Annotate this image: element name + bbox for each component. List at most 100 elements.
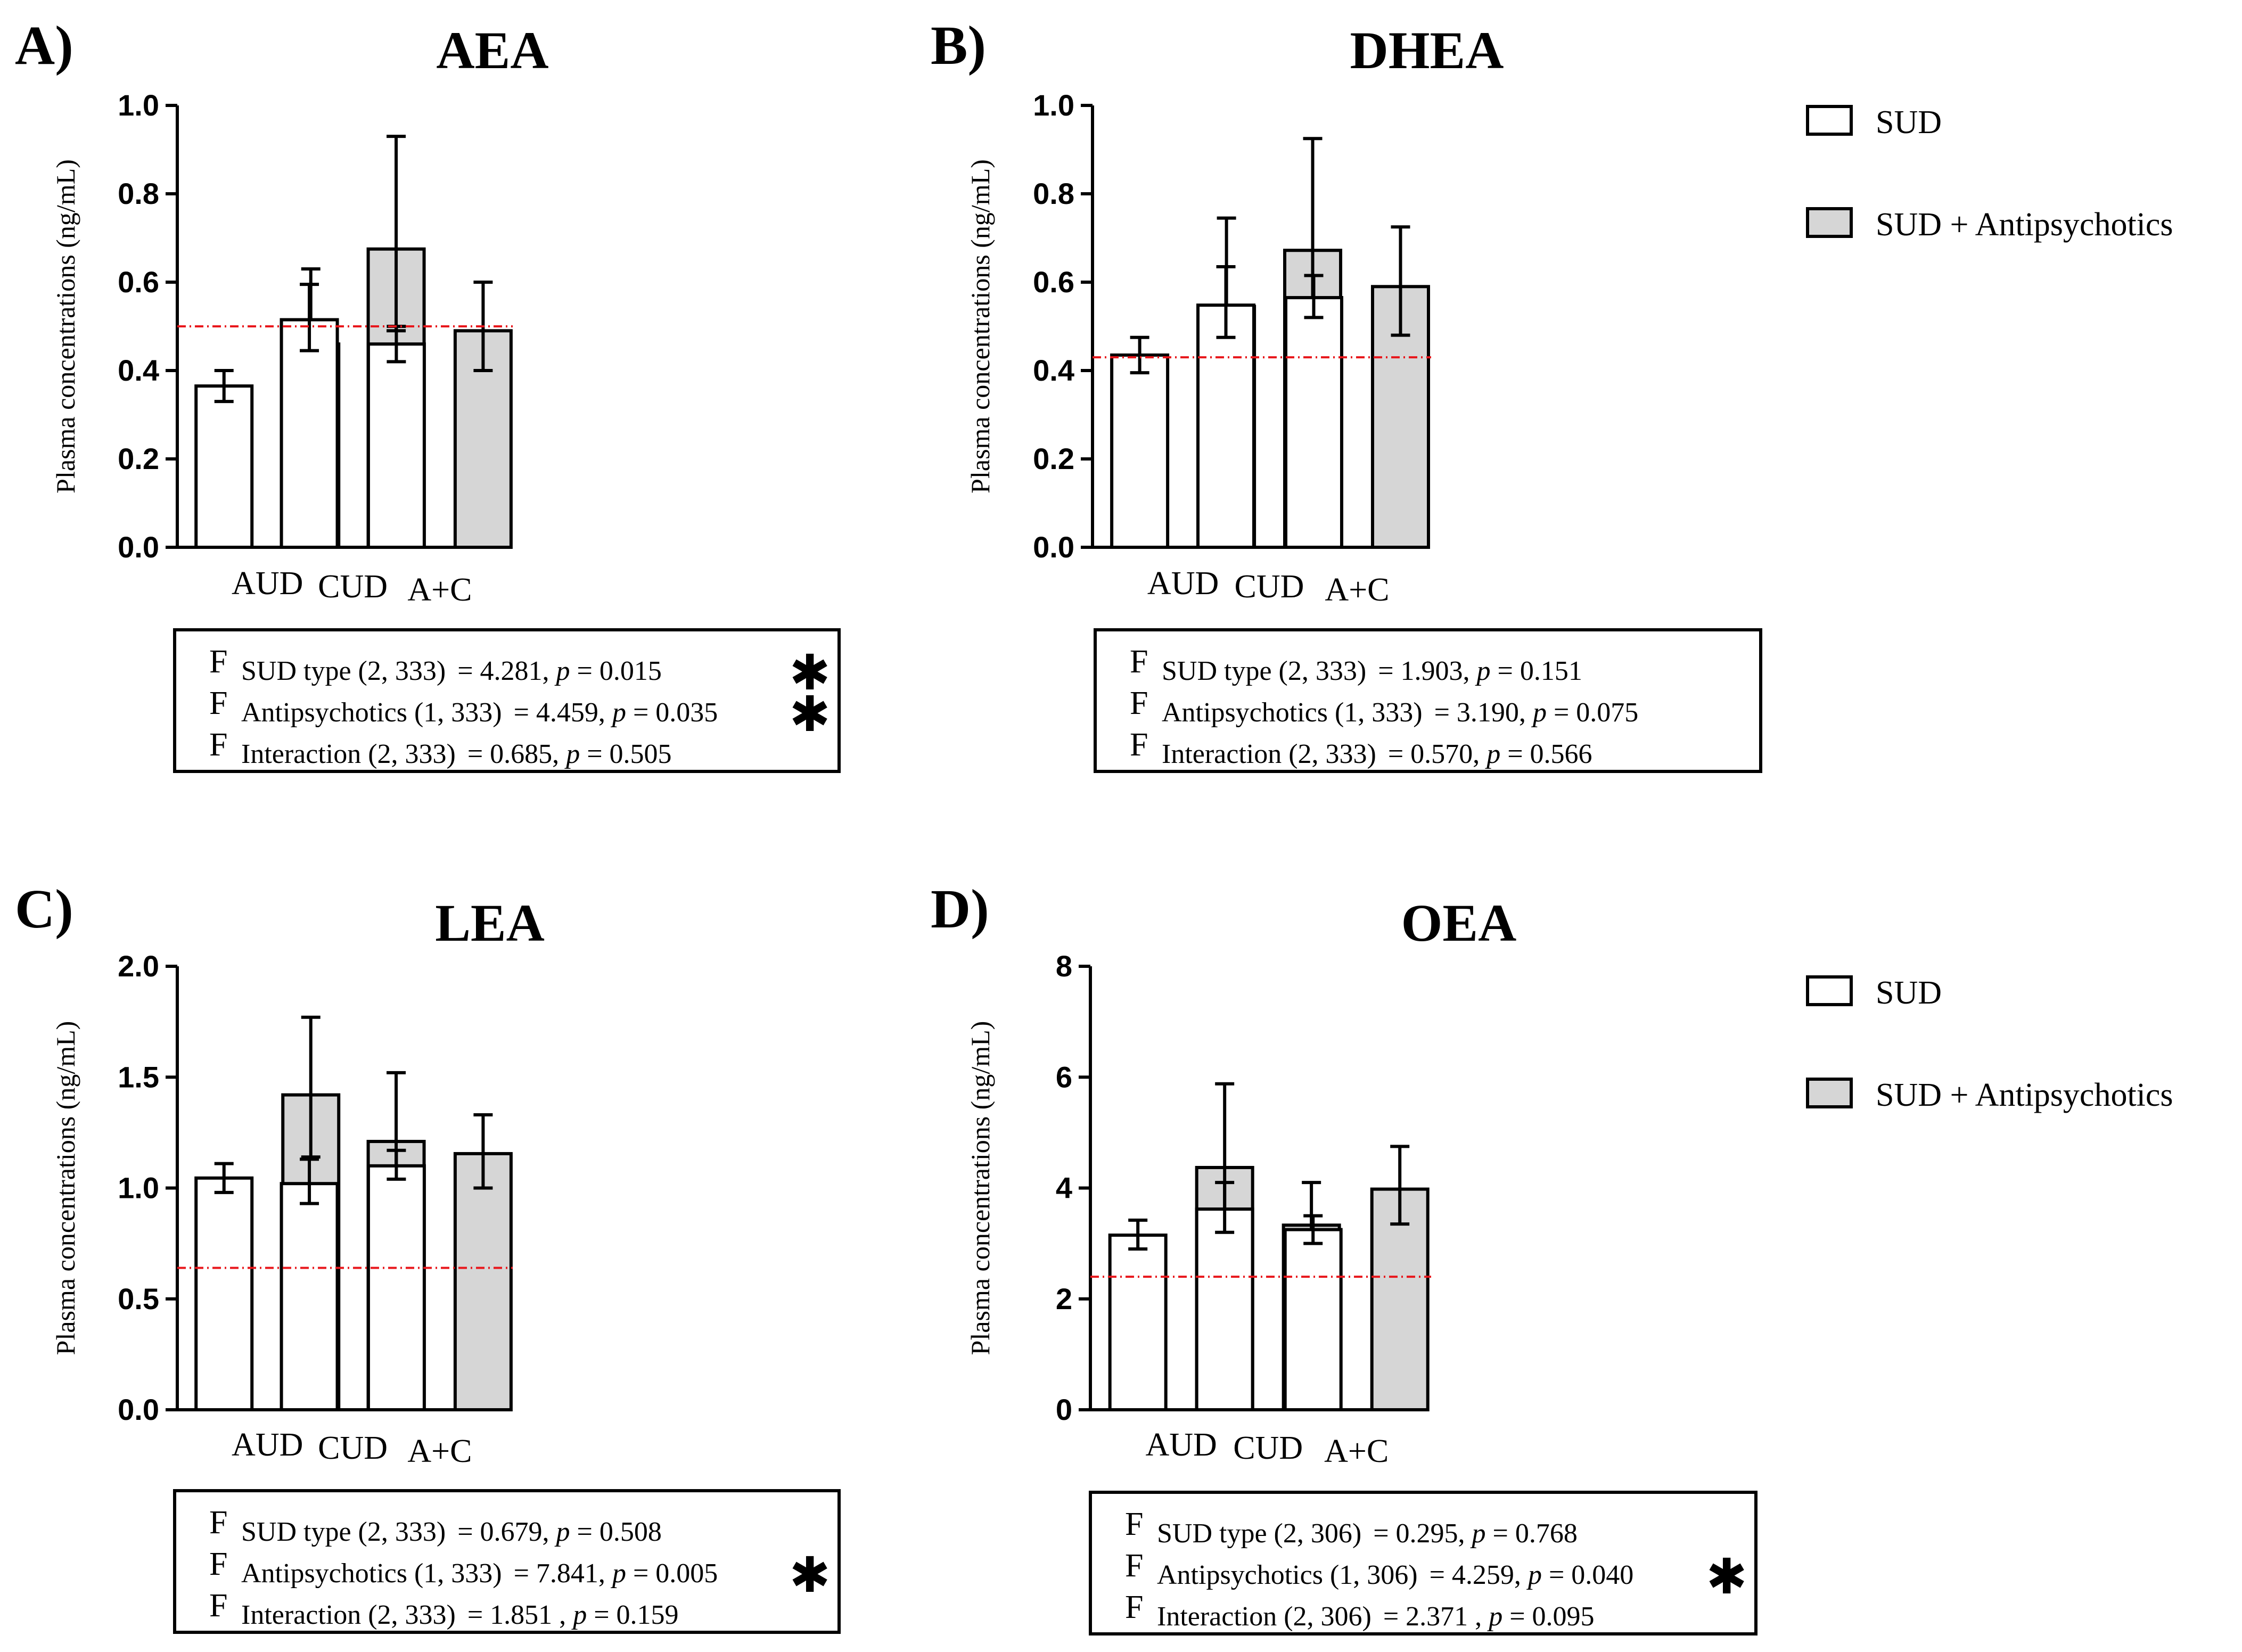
stat-value: = 2.371 , (1383, 1601, 1489, 1632)
bar-cud-sud (1196, 303, 1256, 549)
legend-label: SUD + Antipsychotics (1876, 207, 2173, 243)
stat-pval: = 0.035 (626, 697, 718, 728)
panel-letter: D) (931, 878, 989, 940)
stat-value: = 7.841, (514, 1558, 612, 1589)
bar-acc-sud (1283, 1228, 1343, 1411)
bar-cud-sud (280, 318, 339, 549)
bar-cud-sud (1195, 1207, 1254, 1411)
stat-label: SUD type (2, 333) (241, 1517, 446, 1547)
y-tick-label: 8 (1056, 949, 1072, 983)
panel-letter: A) (15, 15, 73, 76)
y-tick-label: 0 (1056, 1393, 1072, 1426)
stat-p: p (610, 1558, 626, 1589)
stat-pval: = 0.151 (1491, 656, 1582, 686)
stat-value: = 1.903, (1378, 656, 1476, 686)
category-label: CUD (1235, 569, 1304, 605)
legend-label: SUD (1876, 104, 1942, 141)
stat-pval: = 0.159 (587, 1600, 678, 1630)
panel-oea: D) OEA Plasma concentrations (ng/mL) 0 2 4 6 8 A… (931, 878, 1758, 1635)
stats-box (1094, 628, 1762, 773)
stat-p: p (610, 697, 626, 728)
stats-box (1089, 1491, 1758, 1635)
stat-label: Interaction (2, 333) (1162, 739, 1376, 769)
y-tick-label: 0.8 (1033, 177, 1074, 210)
stat-pval: = 0.566 (1500, 739, 1592, 769)
stat-label: Interaction (2, 333) (241, 1600, 456, 1630)
stat-line: SUD type (2, 333) = 4.281, p = 0.015 (241, 656, 662, 686)
stat-line: Interaction (2, 333) = 0.685, p = 0.505 (241, 739, 672, 769)
stat-label: SUD type (2, 333) (1162, 656, 1366, 686)
bar-acc-sud-antipsychotics (453, 1152, 513, 1411)
stat-label: Interaction (2, 333) (241, 739, 456, 769)
legend-swatch-sud-antipsychotics (1806, 1078, 1853, 1108)
stat-pval: = 0.505 (580, 739, 671, 769)
category-label: CUD (318, 1430, 388, 1466)
y-tick-label: 0.8 (118, 177, 159, 210)
stat-line: Antipsychotics (1, 333) = 3.190, p = 0.07… (1162, 697, 1638, 728)
stat-pval: = 0.075 (1547, 697, 1638, 728)
category-label: A+C (407, 572, 472, 608)
stat-label: Antipsychotics (1, 333) (241, 697, 502, 728)
category-label: AUD (232, 565, 303, 602)
stat-value: = 0.679, (457, 1517, 556, 1547)
y-axis-label: Plasma concentrations (ng/mL) (965, 1021, 995, 1355)
bar-acc-sud-antipsychotics (1370, 1187, 1430, 1412)
stat-value: = 0.570, (1388, 739, 1487, 769)
stat-line: SUD type (2, 333) = 1.903, p = 0.151 (1162, 656, 1582, 686)
stat-value: = 0.685, (467, 739, 566, 769)
stat-value: = 3.190, (1434, 697, 1533, 728)
y-tick-label: 0.4 (118, 354, 159, 387)
y-tick-label: 0.0 (1033, 530, 1074, 564)
category-label: A+C (407, 1433, 472, 1469)
y-tick-label: 0.0 (118, 1393, 159, 1426)
legend-swatch-sud (1806, 975, 1853, 1006)
bar-aud-sud (194, 384, 254, 549)
y-tick-label: 6 (1056, 1060, 1072, 1094)
y-tick-label: 2 (1056, 1282, 1072, 1316)
category-label: CUD (1233, 1430, 1303, 1466)
stat-pval: = 0.095 (1502, 1601, 1594, 1632)
stat-line: Antipsychotics (1, 306) = 4.259, p = 0.04… (1157, 1560, 1633, 1590)
stat-label: SUD type (2, 333) (241, 656, 446, 686)
stat-label: Antipsychotics (1, 333) (1162, 697, 1423, 728)
stat-line: Interaction (2, 306) = 2.371 , p = 0.095 (1157, 1601, 1595, 1632)
y-tick-label: 2.0 (118, 949, 159, 983)
panel-title: AEA (436, 21, 548, 80)
panel-aea: A) AEA Plasma concentrations (ng/mL) 0.0 0.2… (15, 15, 841, 773)
category-label: AUD (1147, 565, 1219, 602)
y-tick-label: 1.5 (118, 1060, 159, 1094)
y-tick-label: 1.0 (118, 88, 159, 122)
stat-p: p (1487, 1601, 1502, 1632)
y-axis-label: Plasma concentrations (ng/mL) (51, 159, 80, 494)
stat-line: Interaction (2, 333) = 0.570, p = 0.566 (1162, 739, 1592, 769)
stat-value: = 1.851 , (467, 1600, 573, 1630)
legend-swatch-sud (1806, 105, 1853, 136)
stat-f-symbol: F (209, 1505, 227, 1541)
y-tick-label: 1.0 (1033, 88, 1074, 122)
stat-line: Interaction (2, 333) = 1.851 , p = 0.159 (241, 1600, 679, 1630)
stat-label: Antipsychotics (1, 333) (241, 1558, 502, 1589)
stat-p: p (564, 739, 580, 769)
stat-p: p (1470, 1518, 1486, 1549)
stat-f-symbol: F (1130, 727, 1148, 763)
bar-acc-sud (366, 1164, 426, 1412)
stat-p: p (1531, 697, 1547, 728)
y-tick-label: 0.0 (118, 530, 159, 564)
bar-aud-sud (1108, 1234, 1168, 1412)
stat-pval: = 0.768 (1486, 1518, 1578, 1549)
stat-value: = 0.295, (1373, 1518, 1472, 1549)
stat-f-symbol: F (209, 644, 227, 680)
stat-f-symbol: F (1130, 685, 1148, 721)
y-tick-label: 4 (1056, 1171, 1072, 1205)
y-axis-label: Plasma concentrations (ng/mL) (51, 1021, 80, 1355)
legend: SUD SUD + Antipsychotics (1806, 975, 2173, 1113)
panel-lea: C) LEA Plasma concentrations (ng/mL) 0.0 0.5… (15, 878, 841, 1634)
stat-label: Antipsychotics (1, 306) (1157, 1560, 1418, 1590)
stat-f-symbol: F (1130, 644, 1148, 680)
panel-title: DHEA (1350, 21, 1504, 80)
significance-star: ✱ (1706, 1548, 1747, 1605)
stat-label: SUD type (2, 306) (1157, 1518, 1361, 1549)
stat-line: SUD type (2, 333) = 0.679, p = 0.508 (241, 1517, 662, 1547)
stat-line: Antipsychotics (1, 333) = 7.841, p = 0.00… (241, 1558, 718, 1589)
y-tick-label: 0.2 (1033, 442, 1074, 475)
